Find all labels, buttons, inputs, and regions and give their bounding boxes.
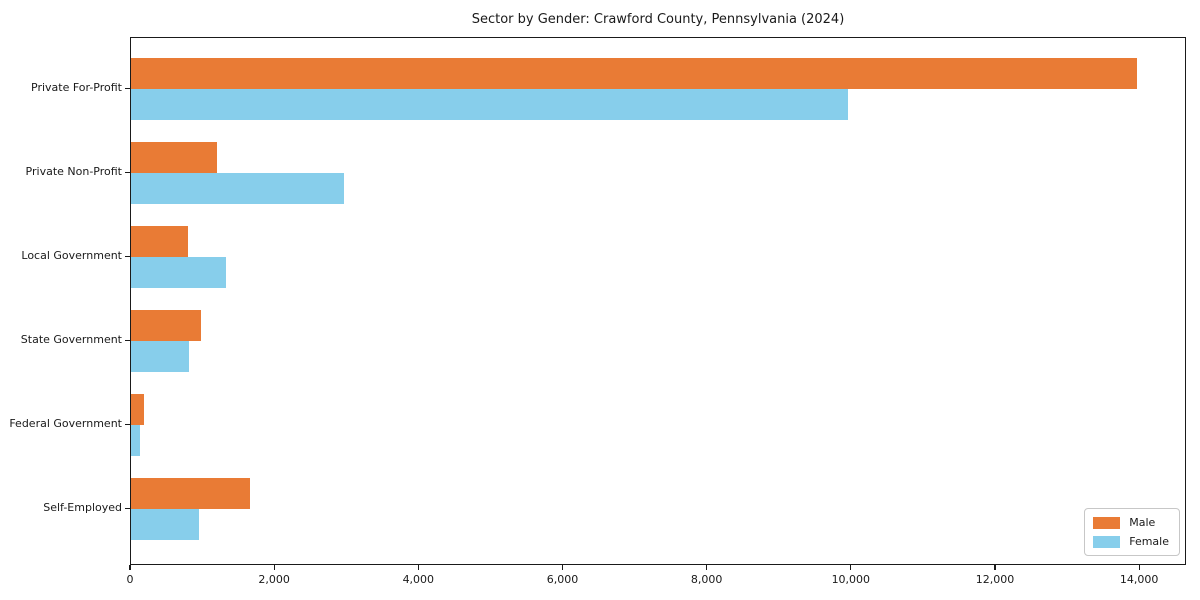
y-tick-mark <box>125 507 130 509</box>
x-tick-mark <box>850 565 852 570</box>
x-tick-mark <box>706 565 708 570</box>
y-tick-label: Federal Government <box>9 417 122 430</box>
y-tick-mark <box>125 423 130 425</box>
y-tick-label: State Government <box>20 333 122 346</box>
x-tick-label: 14,000 <box>1119 573 1159 586</box>
legend-entry-female: Female <box>1093 535 1169 548</box>
legend: Male Female <box>1084 508 1180 556</box>
bar-male <box>131 478 250 509</box>
legend-label-female: Female <box>1129 535 1169 548</box>
x-tick-label: 6,000 <box>546 573 579 586</box>
x-tick-label: 10,000 <box>831 573 871 586</box>
x-tick-mark <box>417 565 419 570</box>
y-tick-mark <box>125 339 130 341</box>
y-tick-mark <box>125 171 130 173</box>
x-tick-label: 8,000 <box>690 573 723 586</box>
bar-male <box>131 58 1137 89</box>
legend-entry-male: Male <box>1093 516 1169 529</box>
bar-male <box>131 226 188 257</box>
x-tick-mark <box>994 565 996 570</box>
legend-swatch-male <box>1093 516 1121 529</box>
bar-female <box>131 257 226 288</box>
y-tick-label: Private For-Profit <box>31 81 122 94</box>
legend-label-male: Male <box>1129 516 1156 529</box>
x-tick-label: 0 <box>126 573 134 586</box>
y-tick-mark <box>125 255 130 257</box>
y-tick-label: Local Government <box>21 249 122 262</box>
bar-female <box>131 341 189 372</box>
x-tick-mark <box>1138 565 1140 570</box>
y-tick-label: Private Non-Profit <box>25 165 122 178</box>
bar-female <box>131 509 199 540</box>
bar-male <box>131 142 217 173</box>
x-tick-mark <box>561 565 564 570</box>
x-tick-mark <box>273 565 275 570</box>
x-tick-label: 12,000 <box>975 573 1015 586</box>
bar-male <box>131 394 144 425</box>
bar-female <box>131 89 848 120</box>
bar-female <box>131 425 141 456</box>
bar-male <box>131 310 201 341</box>
y-tick-mark <box>125 87 130 89</box>
x-tick-mark <box>129 565 131 570</box>
plot-area: Male Female <box>130 37 1186 565</box>
legend-swatch-female <box>1093 535 1121 548</box>
x-tick-label: 4,000 <box>402 573 435 586</box>
x-tick-label: 2,000 <box>258 573 290 586</box>
chart-title: Sector by Gender: Crawford County, Penns… <box>471 12 845 27</box>
y-tick-label: Self-Employed <box>43 501 122 514</box>
bar-female <box>131 173 344 204</box>
